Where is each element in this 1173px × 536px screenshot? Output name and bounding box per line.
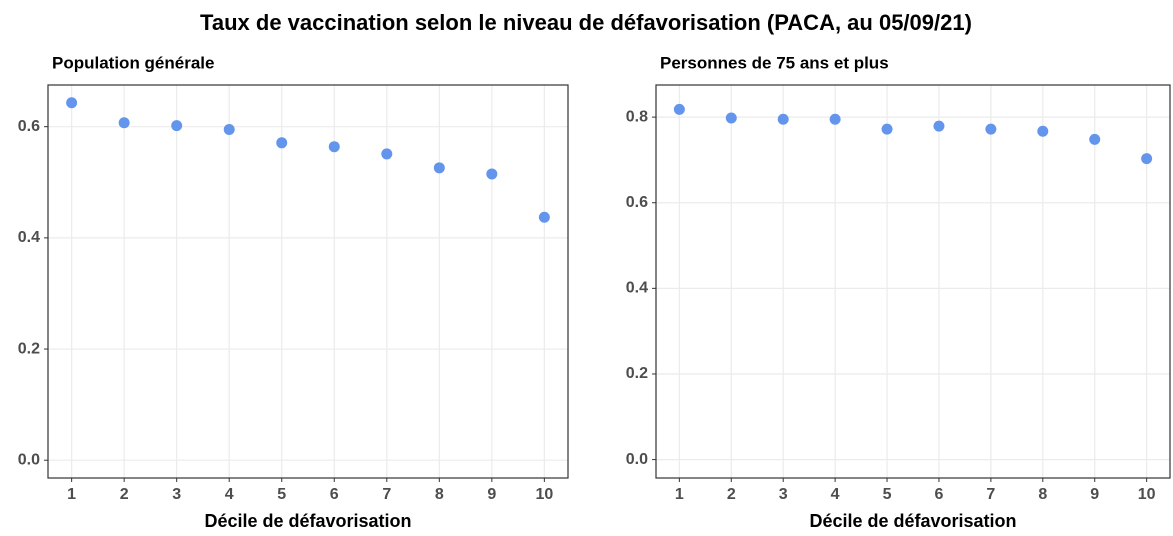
panel-title: Personnes de 75 ans et plus [660,53,889,72]
point [1141,153,1153,165]
x-tick-label: 3 [172,486,181,503]
x-tick-label: 5 [883,486,892,503]
point [171,120,183,132]
point [881,123,893,135]
point [777,113,789,125]
point [223,123,235,135]
x-tick-label: 7 [382,486,391,503]
point [66,97,78,109]
plot-background [48,85,568,478]
x-axis-label: Décile de défavorisation [204,511,411,531]
x-tick-label: 1 [675,486,684,503]
y-tick-label: 0.6 [626,194,648,211]
point [1089,133,1101,145]
plot-border [655,84,1171,479]
point [1037,125,1049,137]
x-tick-label: 7 [986,486,995,503]
point [381,148,393,160]
x-tick-label: 1 [67,486,76,503]
x-tick-label: 4 [831,486,840,503]
x-tick-label: 2 [120,486,129,503]
x-tick-label: 9 [1090,486,1099,503]
x-tick-label: 3 [779,486,788,503]
point [538,211,550,223]
x-tick-label: 8 [435,486,444,503]
y-tick-label: 0.8 [626,108,648,125]
x-tick-label: 10 [1138,486,1156,503]
y-tick-label: 0.4 [626,280,648,297]
point [433,162,445,174]
point [276,137,288,149]
point [673,103,685,115]
x-axis-label: Décile de défavorisation [809,511,1016,531]
x-tick-label: 6 [935,486,944,503]
x-tick-label: 10 [535,486,553,503]
y-tick-label: 0.0 [18,451,40,468]
point [328,141,340,153]
plot-border [47,84,569,479]
point [486,168,498,180]
y-tick-label: 0.4 [18,229,40,246]
x-tick-label: 8 [1038,486,1047,503]
y-tick-label: 0.2 [626,365,648,382]
point [985,123,997,135]
point [933,120,945,132]
y-tick-label: 0.6 [18,118,40,135]
y-tick-label: 0.2 [18,340,40,357]
x-tick-label: 9 [487,486,496,503]
x-tick-label: 5 [277,486,286,503]
panel-title: Population générale [52,53,214,72]
x-tick-label: 6 [330,486,339,503]
x-tick-label: 4 [225,486,234,503]
x-tick-label: 2 [727,486,736,503]
point [829,113,841,125]
point [725,112,737,124]
plot-background [656,85,1170,478]
point [118,117,130,129]
y-tick-label: 0.0 [626,451,648,468]
figure-title: Taux de vaccination selon le niveau de d… [200,10,972,35]
